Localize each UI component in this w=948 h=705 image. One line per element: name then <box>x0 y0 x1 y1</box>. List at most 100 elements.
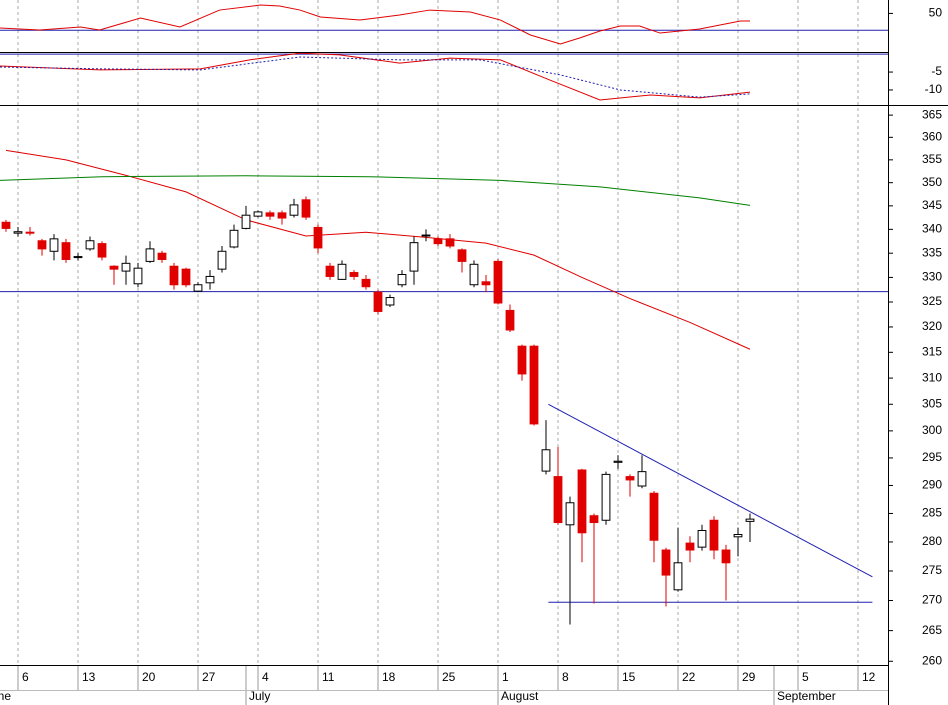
y-tick-label: 360 <box>922 129 942 143</box>
x-tick-label: 27 <box>202 670 216 684</box>
candle-body <box>445 238 455 247</box>
candle-body <box>301 199 311 218</box>
candle-body <box>145 248 155 262</box>
y-tick-label: 260 <box>922 653 942 667</box>
x-tick-label: 6 <box>22 670 29 684</box>
y-tick-label: -5 <box>931 64 942 78</box>
month-label: June <box>0 689 11 703</box>
candle-body <box>529 345 539 425</box>
candle-body <box>49 238 59 252</box>
series-line <box>0 4 750 45</box>
series-line <box>0 52 751 101</box>
candle-body <box>73 256 83 259</box>
y-tick-label: 325 <box>922 294 942 308</box>
candle-body <box>685 542 695 551</box>
candle-body <box>181 268 191 286</box>
candle-body <box>85 240 95 250</box>
candle-body <box>565 502 575 526</box>
candle-body <box>277 212 287 219</box>
candle-body <box>121 262 131 272</box>
y-tick-label: 340 <box>922 222 942 236</box>
candle-body <box>697 530 707 548</box>
candle-body <box>709 519 719 551</box>
y-tick-label: 300 <box>922 423 942 437</box>
y-tick-label: 345 <box>922 198 942 212</box>
y-tick-label: 270 <box>922 593 942 607</box>
candle-body <box>517 345 527 375</box>
candle-body <box>265 212 275 217</box>
candle-body <box>169 265 179 286</box>
candle-body <box>313 226 323 249</box>
candle-body <box>493 260 503 304</box>
candle-body <box>385 297 395 306</box>
candle-body <box>397 273 407 286</box>
candle-body <box>349 272 359 277</box>
candle-body <box>553 476 563 524</box>
candle-body <box>745 518 755 522</box>
x-tick-label: 4 <box>262 670 269 684</box>
candle-body <box>229 229 239 248</box>
y-tick-label: 265 <box>922 623 942 637</box>
x-tick-label: 18 <box>382 670 396 684</box>
candle-body <box>97 243 107 258</box>
x-tick-label: 22 <box>682 670 696 684</box>
candle-body <box>217 250 227 270</box>
series-line <box>5 149 751 350</box>
y-tick-label: 365 <box>922 107 942 121</box>
series-line <box>0 56 751 98</box>
candle-body <box>637 471 647 487</box>
y-tick-label: 290 <box>922 478 942 492</box>
candle-body <box>13 231 23 234</box>
y-tick-label: 295 <box>922 450 942 464</box>
candle-body <box>541 449 551 472</box>
candle-body <box>457 249 467 262</box>
candle-body <box>361 278 371 288</box>
candle-body <box>505 309 515 331</box>
month-label: August <box>501 689 539 703</box>
candle-body <box>649 492 659 541</box>
candle-body <box>661 549 671 576</box>
y-tick-label: 305 <box>922 396 942 410</box>
x-tick-label: 20 <box>142 670 156 684</box>
candle-body <box>157 252 167 260</box>
candle-body <box>337 263 347 280</box>
y-tick-label: 50 <box>929 6 943 20</box>
x-tick-label: 5 <box>802 670 809 684</box>
x-tick-label: 12 <box>862 670 876 684</box>
candle-body <box>193 284 203 292</box>
candle-body <box>25 231 35 234</box>
trend-line <box>548 403 873 578</box>
candle-body <box>625 476 635 481</box>
month-label: September <box>777 689 836 703</box>
candle-body <box>109 265 119 270</box>
x-tick-label: 1 <box>502 670 509 684</box>
candle-body <box>577 469 587 534</box>
candle-body <box>589 515 599 524</box>
y-tick-label: 280 <box>922 534 942 548</box>
y-tick-label: 315 <box>922 344 942 358</box>
y-tick-label: -10 <box>925 82 943 96</box>
y-tick-label: 350 <box>922 175 942 189</box>
y-tick-label: 310 <box>922 370 942 384</box>
candle-body <box>673 562 683 591</box>
y-tick-label: 330 <box>922 270 942 284</box>
candle-body <box>433 238 443 245</box>
candle-body <box>133 267 143 285</box>
candle-body <box>721 549 731 564</box>
candle-body <box>205 275 215 284</box>
series-line <box>0 175 751 206</box>
y-tick-label: 285 <box>922 506 942 520</box>
y-tick-label: 355 <box>922 152 942 166</box>
candle-body <box>481 281 491 286</box>
candle-body <box>253 211 263 217</box>
candle-body <box>613 460 623 463</box>
candle-body <box>733 534 743 538</box>
candle-body <box>1 221 11 229</box>
x-tick-label: 29 <box>742 670 756 684</box>
x-tick-label: 15 <box>622 670 636 684</box>
candle-body <box>469 263 479 286</box>
month-label: July <box>249 689 270 703</box>
candle-body <box>325 265 335 277</box>
grid-layer <box>17 0 859 665</box>
